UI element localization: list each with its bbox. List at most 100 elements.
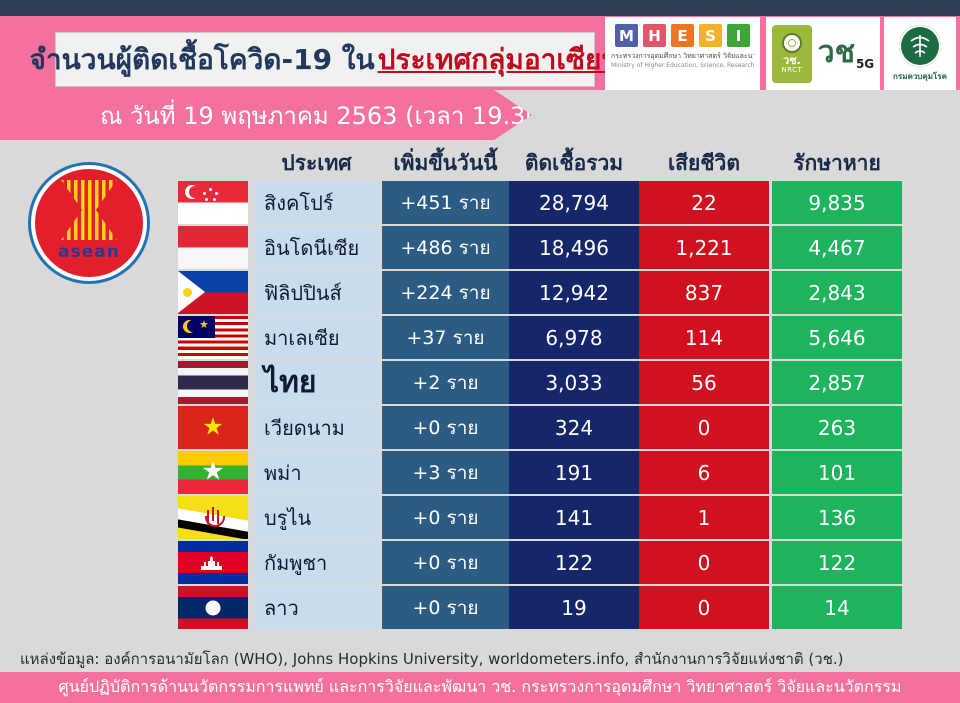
nrct-badge: วช. NRCT [771, 24, 812, 83]
mhesi-letter-e: E [671, 24, 694, 47]
daily-increase: +486 ราย [382, 226, 509, 269]
recovered: 9,835 [772, 181, 902, 224]
recovered: 2,843 [772, 271, 902, 314]
deaths: 56 [639, 361, 769, 404]
flag-vietnam-icon: ★ [178, 406, 248, 449]
mhesi-logo: M H E S I กระทรวงการอุดมศึกษา วิทยาศาสตร… [605, 17, 760, 90]
nrct-name: NRCT [781, 66, 803, 74]
header-daily-increase: เพิ่มขึ้นวันนี้ [393, 150, 498, 175]
total-cases: 3,033 [509, 361, 639, 404]
table-row-singapore: สิงคโปร์ +451 ราย 28,794 22 9,835 [178, 181, 902, 224]
asean-wordmark: asean [58, 242, 120, 262]
flag-myanmar-icon: ★ [178, 451, 248, 494]
recovered: 101 [772, 451, 902, 494]
table-row-myanmar: ★ พม่า +3 ราย 191 6 101 [178, 451, 902, 494]
wch-5g-mark: วช5G [817, 34, 875, 71]
mhesi-letter-tiles: M H E S I [611, 24, 754, 47]
total-cases: 191 [509, 451, 639, 494]
table-row-brunei: บรูไน +0 ราย 141 1 136 [178, 496, 902, 539]
total-cases: 324 [509, 406, 639, 449]
recovered: 136 [772, 496, 902, 539]
header-recovered: รักษาหาย [793, 150, 881, 175]
covid-table: ประเทศ เพิ่มขึ้นวันนี้ ติดเชื้อรวม เสียช… [178, 145, 902, 631]
ddc-seal-icon [899, 24, 941, 67]
footer-bar: ศูนย์ปฏิบัติการด้านนวัตกรรมการแพทย์ และก… [0, 672, 960, 703]
country-name: อินโดนีเซีย [254, 226, 379, 269]
recovered: 14 [772, 586, 902, 629]
deaths: 0 [639, 406, 769, 449]
flag-cambodia-icon [178, 541, 248, 584]
angkor-wat-icon [201, 555, 222, 570]
recovered: 122 [772, 541, 902, 584]
caduceus-icon [910, 34, 930, 57]
deaths: 114 [639, 316, 769, 359]
top-navy-bar [0, 0, 960, 16]
table-row-thailand: ไทย +2 ราย 3,033 56 2,857 [178, 361, 902, 404]
flag-thailand-icon [178, 361, 248, 404]
mhesi-letter-s: S [699, 24, 722, 47]
deaths: 6 [639, 451, 769, 494]
table-header-row: ประเทศ เพิ่มขึ้นวันนี้ ติดเชื้อรวม เสียช… [178, 145, 902, 181]
wch-5g-thai: วช [817, 34, 855, 70]
table-row-vietnam: ★ เวียดนาม +0 ราย 324 0 263 [178, 406, 902, 449]
deaths: 1,221 [639, 226, 769, 269]
recovered: 263 [772, 406, 902, 449]
recovered: 5,646 [772, 316, 902, 359]
total-cases: 6,978 [509, 316, 639, 359]
deaths: 0 [639, 541, 769, 584]
flag-singapore-icon [178, 181, 248, 224]
daily-increase: +0 ราย [382, 586, 509, 629]
total-cases: 18,496 [509, 226, 639, 269]
nrct-5g-logo: วช. NRCT วช5G [766, 17, 880, 90]
title-highlight: ประเทศกลุ่มอาเซียน [377, 42, 621, 76]
deaths: 22 [639, 181, 769, 224]
mhesi-thai-name: กระทรวงการอุดมศึกษา วิทยาศาสตร์ วิจัยและ… [611, 52, 754, 60]
total-cases: 141 [509, 496, 639, 539]
table-row-malaysia: ★ มาเลเซีย +37 ราย 6,978 114 5,646 [178, 316, 902, 359]
mhesi-letter-h: H [643, 24, 666, 47]
daily-increase: +0 ราย [382, 541, 509, 584]
flag-brunei-icon [178, 496, 248, 539]
nrct-abbr: วช. [782, 54, 801, 67]
header-total-cases: ติดเชื้อรวม [524, 150, 624, 175]
country-name: สิงคโปร์ [254, 181, 379, 224]
country-name: บรูไน [254, 496, 379, 539]
daily-increase: +0 ราย [382, 406, 509, 449]
wch-5g-label: 5G [855, 56, 875, 71]
ddc-name: กรมควบคุมโรค [893, 71, 947, 81]
total-cases: 28,794 [509, 181, 639, 224]
nrct-emblem-icon [781, 33, 802, 53]
recovered: 2,857 [772, 361, 902, 404]
country-name: เวียดนาม [254, 406, 379, 449]
deaths: 1 [639, 496, 769, 539]
country-name: กัมพูชา [254, 541, 379, 584]
flag-indonesia-icon [178, 226, 248, 269]
asean-logo-disc: asean [35, 169, 143, 277]
daily-increase: +3 ราย [382, 451, 509, 494]
deaths: 0 [639, 586, 769, 629]
table-row-laos: ลาว +0 ราย 19 0 14 [178, 586, 902, 629]
total-cases: 122 [509, 541, 639, 584]
title-prefix: จำนวนผู้ติดเชื้อโควิด-19 ใน [29, 42, 375, 76]
header-deaths: เสียชีวิต [668, 150, 740, 175]
country-name: ไทย [254, 361, 379, 404]
daily-increase: +451 ราย [382, 181, 509, 224]
daily-increase: +224 ราย [382, 271, 509, 314]
mhesi-english-name: Ministry of Higher Education, Science, R… [611, 62, 754, 69]
country-name: มาเลเซีย [254, 316, 379, 359]
country-name: พม่า [254, 451, 379, 494]
mhesi-letter-m: M [615, 24, 638, 47]
total-cases: 19 [509, 586, 639, 629]
flag-malaysia-icon: ★ [178, 316, 248, 359]
country-name: ฟิลิปปินส์ [254, 271, 379, 314]
flag-philippines-icon [178, 271, 248, 314]
table-row-philippines: ฟิลิปปินส์ +224 ราย 12,942 837 2,843 [178, 271, 902, 314]
recovered: 4,467 [772, 226, 902, 269]
mhesi-letter-i: I [727, 24, 750, 47]
flag-laos-icon [178, 586, 248, 629]
daily-increase: +2 ราย [382, 361, 509, 404]
page-title: จำนวนผู้ติดเชื้อโควิด-19 ใน ประเทศกลุ่มอ… [30, 32, 621, 87]
table-row-indonesia: อินโดนีเซีย +486 ราย 18,496 1,221 4,467 [178, 226, 902, 269]
table-row-cambodia: กัมพูชา +0 ราย 122 0 122 [178, 541, 902, 584]
